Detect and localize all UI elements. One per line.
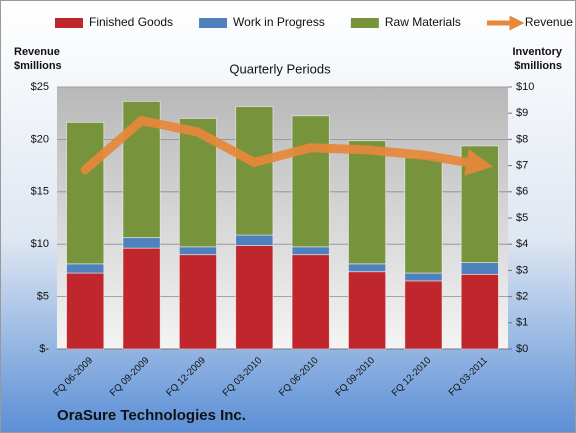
y2-tick-label: $9 xyxy=(516,107,528,119)
bar-segment xyxy=(122,237,161,249)
bar-segment xyxy=(235,245,274,350)
legend-label: Work in Progress xyxy=(233,15,325,29)
bar-segment xyxy=(178,254,217,350)
legend-swatch xyxy=(199,18,228,28)
revenue-line xyxy=(80,116,494,176)
legend-swatch xyxy=(350,18,379,28)
y-tick-label: $- xyxy=(39,343,49,355)
y2-tick-label: $1 xyxy=(516,317,528,329)
bar-segment xyxy=(178,246,217,256)
bar-segment xyxy=(404,280,443,350)
y2-tick-label: $2 xyxy=(516,291,528,303)
bar-segment xyxy=(404,157,443,274)
y-tick-label: $10 xyxy=(31,238,49,250)
bar-segment xyxy=(348,263,387,273)
y-tick-label: $25 xyxy=(31,81,49,93)
chart-title: Quarterly Periods xyxy=(229,61,331,76)
legend-label: Raw Materials xyxy=(385,15,461,29)
legend-label: Revenue xyxy=(525,15,573,29)
y2-tick-label: $0 xyxy=(516,343,528,355)
y2-tick-label: $7 xyxy=(516,160,528,172)
y2-tick-label: $6 xyxy=(516,186,528,198)
y-tick-label: $20 xyxy=(31,133,49,145)
y2-tick-label: $10 xyxy=(516,81,534,93)
y-tick-label: $5 xyxy=(37,291,49,303)
bar-segment xyxy=(66,272,105,350)
y2-tick-label: $3 xyxy=(516,264,528,276)
bar-segment xyxy=(348,271,387,350)
bar-segment xyxy=(122,247,161,350)
y2-tick-label: $8 xyxy=(516,133,528,145)
legend-label: Finished Goods xyxy=(89,15,173,29)
bar-segment xyxy=(66,263,105,274)
y2-tick-label: $5 xyxy=(516,212,528,224)
bar-segment xyxy=(404,272,443,282)
bar-segment xyxy=(291,246,330,256)
bar-segment xyxy=(460,262,499,275)
y2-axis-title: $millions xyxy=(514,60,562,72)
legend-swatch xyxy=(55,18,83,28)
y-tick-label: $15 xyxy=(31,186,49,198)
y2-axis-title: Inventory xyxy=(512,46,562,58)
bar-segment xyxy=(235,234,274,246)
bar-segment xyxy=(291,254,330,350)
y-axis-title: Revenue xyxy=(14,46,60,58)
bar-segment xyxy=(348,140,387,265)
y-axis-title: $millions xyxy=(14,60,62,72)
bar-segment xyxy=(235,106,274,236)
bar-segment xyxy=(460,273,499,350)
bar-segment xyxy=(66,121,105,265)
y2-tick-label: $4 xyxy=(516,238,528,250)
bar-segment xyxy=(291,115,330,248)
footer: OraSure Technologies Inc. xyxy=(57,407,246,424)
